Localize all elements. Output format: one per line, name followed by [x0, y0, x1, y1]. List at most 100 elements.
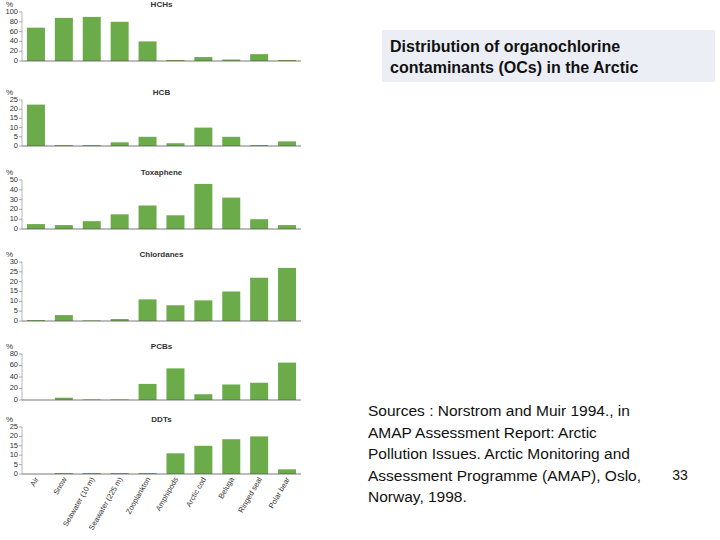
y-tick-label: 0 [14, 469, 18, 478]
y-tick [19, 21, 22, 22]
y-tick [19, 377, 22, 378]
bar [194, 394, 212, 400]
y-tick [19, 109, 22, 110]
y-tick [19, 118, 22, 119]
bar [194, 128, 212, 146]
y-tick [19, 311, 22, 312]
x-tick-label: Zooplankton [124, 476, 152, 516]
y-tick-label: 40 [10, 185, 18, 194]
bar [194, 446, 212, 474]
page-number: 33 [672, 467, 688, 483]
y-axis [22, 180, 23, 229]
bar [27, 224, 45, 229]
y-tick [19, 388, 22, 389]
bar [166, 215, 184, 229]
y-tick-label: 0 [14, 224, 18, 233]
y-tick [19, 100, 22, 101]
bar [250, 383, 268, 400]
y-tick-label: 15 [10, 286, 18, 295]
chart-panel: DDTs%0510152025AirSnowSeawater (10 m)Sea… [6, 415, 301, 532]
title-box [382, 30, 715, 82]
bar [83, 17, 101, 61]
y-tick-label: 0 [14, 316, 18, 325]
y-tick-label: 50 [10, 175, 18, 184]
bar [278, 141, 296, 146]
bar [27, 28, 45, 61]
y-tick [19, 51, 22, 52]
y-tick-label: 10 [10, 450, 18, 459]
bar [222, 292, 240, 322]
bar [250, 54, 268, 61]
source-text: Sources : Norstrom and Muir 1994., in [368, 402, 630, 419]
y-tick-label: 30 [10, 257, 18, 266]
y-tick-label: 20 [10, 46, 18, 55]
y-tick-label: 15 [10, 441, 18, 450]
y-axis [22, 354, 23, 400]
y-tick [19, 271, 22, 272]
bar [250, 278, 268, 321]
x-tick-label: Polar bear [267, 475, 292, 510]
bar [222, 439, 240, 474]
x-tick-label: Beluga [217, 475, 237, 500]
bar [278, 225, 296, 229]
chart-title: Chlordanes [139, 250, 184, 259]
y-tick [19, 12, 22, 13]
bar [194, 184, 212, 229]
y-tick-label: 80 [10, 17, 18, 26]
x-tick-label: Seawater (225 m) [87, 475, 125, 532]
y-tick [19, 136, 22, 137]
y-tick-label: 60 [10, 27, 18, 36]
chart-panel: HCB%0510152025 [6, 88, 301, 150]
y-tick-label: 20 [10, 204, 18, 213]
x-tick-label: Ringed seal [236, 475, 264, 514]
y-axis [22, 12, 23, 61]
bar [194, 57, 212, 61]
y-tick-label: 5 [14, 460, 18, 469]
bar [250, 219, 268, 229]
y-tick [19, 262, 22, 263]
y-tick [19, 427, 22, 428]
bar [194, 300, 212, 321]
bar [139, 205, 157, 229]
y-tick-label: 0 [14, 56, 18, 65]
bar [111, 214, 129, 229]
y-tick-label: 20 [10, 383, 18, 392]
bar [278, 268, 296, 321]
y-tick [19, 180, 22, 181]
source-text: Assessment Programme (AMAP), Oslo, [368, 467, 641, 484]
y-tick-label: 25 [10, 422, 18, 431]
x-tick-label: Amphipods [154, 475, 181, 512]
bar [111, 22, 129, 61]
bar [278, 363, 296, 400]
y-tick [19, 474, 22, 475]
y-tick [19, 61, 22, 62]
bar [139, 41, 157, 61]
source-text: AMAP Assessment Report: Arctic [368, 424, 597, 441]
chart-title: HCB [153, 88, 171, 97]
y-tick-label: 0 [14, 141, 18, 150]
x-tick-label: Snow [51, 475, 68, 496]
y-tick [19, 127, 22, 128]
y-tick [19, 31, 22, 32]
y-tick [19, 199, 22, 200]
chart-title: Toxaphene [141, 168, 183, 177]
y-tick-label: 15 [10, 113, 18, 122]
bar [139, 137, 157, 146]
bar [55, 315, 73, 321]
y-tick-label: 80 [10, 349, 18, 358]
chart-title: PCBs [151, 342, 173, 351]
bars [55, 436, 296, 474]
slide-title: Distribution of organochlorine [390, 38, 620, 55]
y-tick [19, 321, 22, 322]
y-tick [19, 445, 22, 446]
y-tick-label: 100 [5, 7, 18, 16]
x-axis [22, 474, 301, 475]
bar [83, 221, 101, 229]
x-axis [22, 229, 301, 230]
y-tick [19, 301, 22, 302]
x-tick-label: Air [28, 475, 41, 488]
bars [27, 268, 296, 321]
y-tick [19, 219, 22, 220]
chart-panel: Toxaphene%01020304050 [6, 168, 301, 233]
bar [111, 142, 129, 146]
